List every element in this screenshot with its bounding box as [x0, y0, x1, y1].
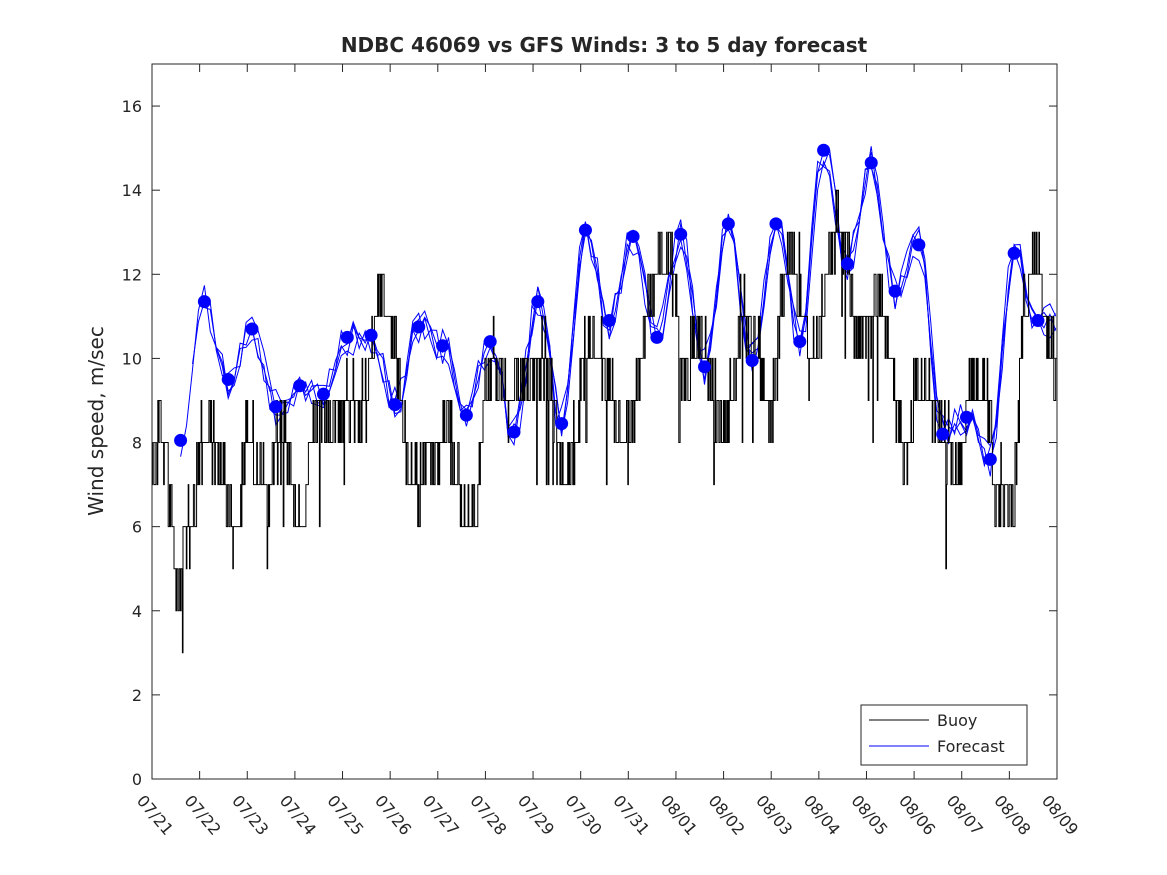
x-tick-label: 07/21 — [133, 791, 177, 839]
forecast-point — [459, 408, 473, 422]
forecast-point — [1007, 246, 1021, 260]
forecast-point — [269, 400, 283, 414]
x-tick-label: 07/25 — [323, 791, 367, 839]
y-tick-label: 16 — [122, 97, 142, 116]
forecast-point — [721, 217, 735, 231]
forecast-point — [1031, 314, 1045, 328]
forecast-point — [245, 322, 259, 336]
forecast-point — [364, 328, 378, 342]
forecast-point — [912, 238, 926, 252]
forecast-point — [578, 223, 592, 237]
y-tick-label: 8 — [132, 434, 142, 453]
forecast-point — [840, 257, 854, 271]
y-axis-label: Wind speed, m/sec — [84, 326, 108, 516]
forecast-point — [531, 295, 545, 309]
x-tick-label: 07/26 — [371, 791, 415, 839]
forecast-line — [192, 149, 1057, 447]
forecast-point — [197, 295, 211, 309]
x-tick-label: 08/04 — [800, 791, 844, 839]
forecast-markers-group — [174, 143, 1045, 466]
x-tick-label: 07/28 — [466, 791, 510, 839]
forecast-point — [221, 372, 235, 386]
y-tick-label: 4 — [132, 602, 142, 621]
buoy-line — [152, 189, 1057, 654]
x-tick-label: 07/27 — [419, 791, 463, 839]
plot-frame — [151, 63, 1058, 780]
x-tick-label: 07/24 — [276, 791, 320, 839]
forecast-point — [293, 379, 307, 393]
buoy-series-group — [152, 189, 1057, 654]
forecast-point — [888, 284, 902, 298]
forecast-point — [507, 425, 521, 439]
forecast-point — [864, 156, 878, 170]
forecast-point — [174, 433, 188, 447]
x-tick-label: 07/31 — [609, 791, 653, 839]
forecast-line — [204, 146, 1057, 468]
x-tick-label: 08/06 — [895, 791, 939, 839]
y-tick-label: 14 — [122, 181, 142, 200]
forecast-point — [316, 387, 330, 401]
y-tick-label: 6 — [132, 518, 142, 537]
x-tick-label: 07/23 — [228, 791, 272, 839]
forecast-point — [602, 314, 616, 328]
forecast-point — [817, 143, 831, 157]
x-tick-label: 08/02 — [705, 791, 749, 839]
plot-area — [152, 64, 1057, 779]
forecast-point — [412, 320, 426, 334]
forecast-point — [769, 217, 783, 231]
forecast-point — [626, 229, 640, 243]
x-tick-label: 08/07 — [943, 791, 987, 839]
forecast-point — [936, 427, 950, 441]
x-tick-label: 07/29 — [514, 791, 558, 839]
x-tick-label: 07/30 — [562, 791, 606, 839]
forecast-point — [745, 354, 759, 368]
forecast-point — [698, 360, 712, 374]
x-tick-label: 08/05 — [847, 791, 891, 839]
forecast-point — [674, 227, 688, 241]
forecast-point — [650, 330, 664, 344]
forecast-point — [340, 330, 354, 344]
forecast-point — [983, 452, 997, 466]
forecast-point — [555, 417, 569, 431]
legend: Buoy Forecast — [860, 704, 1028, 766]
x-tick-label: 08/01 — [657, 791, 701, 839]
x-tick-label: 08/03 — [752, 791, 796, 839]
forecast-point — [388, 398, 402, 412]
y-tick-label: 12 — [122, 265, 142, 284]
legend-box — [860, 704, 1028, 766]
legend-forecast-label: Forecast — [937, 737, 1005, 756]
x-tick-label: 08/08 — [990, 791, 1034, 839]
legend-buoy-label: Buoy — [937, 711, 977, 730]
y-tick-label: 2 — [132, 686, 142, 705]
y-tick-label: 10 — [122, 349, 142, 368]
y-tick-label: 0 — [132, 770, 142, 789]
forecast-point — [960, 410, 973, 424]
forecast-point — [436, 339, 450, 353]
x-tick-label: 08/09 — [1038, 791, 1082, 839]
chart-title: NDBC 46069 vs GFS Winds: 3 to 5 day fore… — [341, 33, 868, 57]
x-tick-label: 07/22 — [181, 791, 225, 839]
forecast-point — [793, 335, 807, 349]
forecast-point — [483, 335, 497, 349]
